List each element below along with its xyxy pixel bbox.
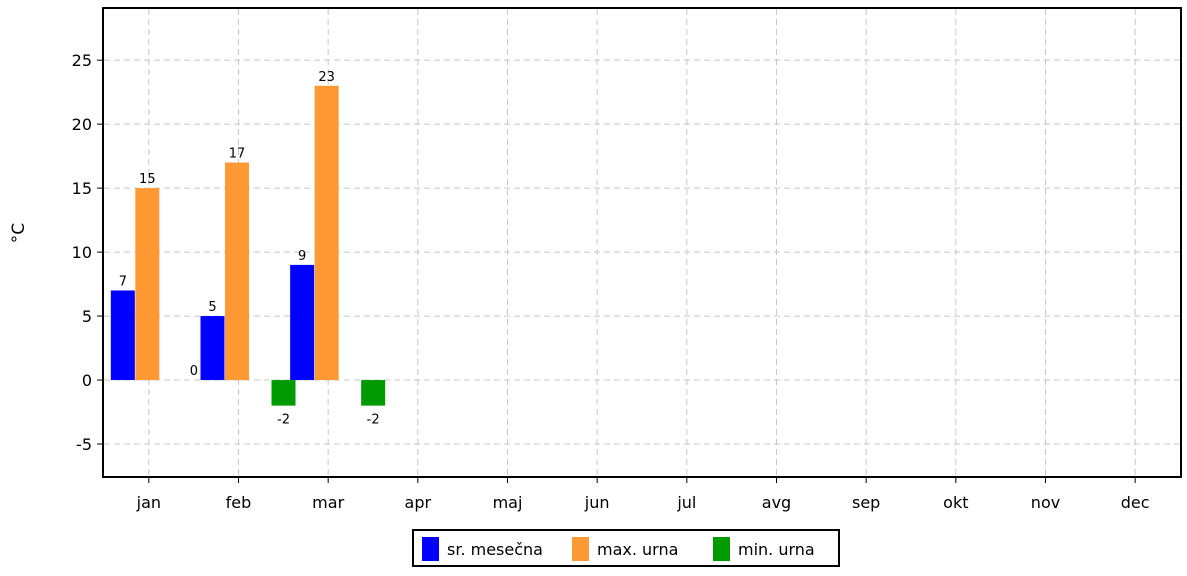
bar	[314, 85, 339, 381]
legend-swatch	[713, 537, 730, 561]
bar-value-label: 15	[139, 172, 156, 187]
bar-value-label: 7	[119, 274, 127, 289]
y-tick-label: 15	[72, 179, 92, 198]
bars: 7 5 9 15 17 23 0 -2 -2	[110, 70, 386, 428]
x-axis: jan feb mar apr maj jun jul avg sep okt nov dec	[136, 477, 1150, 512]
y-axis: -5 0 5 10 15 20 25	[72, 51, 103, 454]
bar	[135, 188, 160, 381]
y-tick-label: 20	[72, 115, 92, 134]
legend: sr. mesečna max. urna min. urna	[412, 529, 840, 567]
x-tick-label: nov	[1031, 493, 1060, 512]
bar	[361, 380, 386, 406]
legend-label: sr. mesečna	[447, 540, 543, 559]
x-tick-label: dec	[1121, 493, 1150, 512]
x-tick-label: avg	[762, 493, 791, 512]
legend-swatch	[572, 537, 589, 561]
bar-value-label: 0	[190, 364, 198, 379]
x-tick-label: jun	[584, 493, 610, 512]
bar	[271, 380, 296, 406]
bar-value-label: -2	[277, 413, 290, 428]
y-axis-label: °C	[9, 223, 29, 243]
y-tick-label: 5	[82, 307, 92, 326]
y-tick-label: 10	[72, 243, 92, 262]
plot-frame	[102, 7, 1182, 478]
legend-label: max. urna	[597, 540, 678, 559]
bar	[290, 264, 315, 381]
bar-value-label: -2	[367, 413, 380, 428]
x-tick-label: jan	[136, 493, 161, 512]
x-tick-label: jul	[676, 493, 696, 512]
bar	[225, 162, 249, 381]
y-tick-label: 0	[82, 371, 92, 390]
legend-swatch	[422, 537, 439, 561]
x-tick-label: maj	[493, 493, 523, 512]
bar-value-label: 5	[208, 300, 216, 315]
legend-box	[412, 529, 840, 567]
x-tick-label: sep	[852, 493, 880, 512]
bar-value-label: 9	[298, 249, 306, 264]
x-tick-label: mar	[312, 493, 344, 512]
grid	[104, 9, 1180, 476]
bar-value-label: 23	[318, 70, 335, 85]
y-tick-label: -5	[76, 435, 92, 454]
x-tick-label: feb	[226, 493, 252, 512]
bar-value-label: 17	[229, 147, 246, 162]
x-tick-label: okt	[943, 493, 968, 512]
x-tick-label: apr	[405, 493, 432, 512]
bar	[200, 316, 225, 381]
legend-label: min. urna	[738, 540, 815, 559]
y-tick-label: 25	[72, 51, 92, 70]
bar	[110, 290, 135, 381]
